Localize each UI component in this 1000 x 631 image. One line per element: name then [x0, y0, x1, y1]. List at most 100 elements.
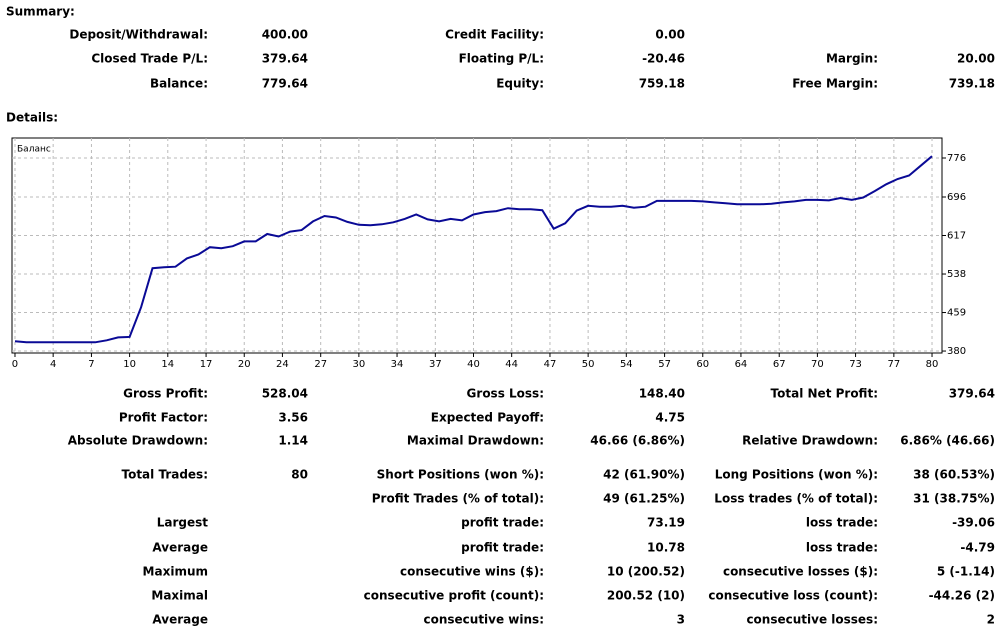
cell-value: 3.56: [278, 411, 308, 425]
cell-value: -4.79: [960, 541, 995, 555]
y-tick-label: 617: [947, 231, 966, 242]
chart-frame: [11, 137, 943, 354]
x-tick-label: 80: [926, 359, 939, 370]
x-tick-label: 0: [12, 359, 18, 370]
cell-label: loss trade:: [806, 516, 878, 530]
cell-value: 10.78: [647, 541, 685, 555]
cell-value: 0.00: [655, 28, 685, 42]
y-tick-label: 538: [947, 269, 966, 280]
cell-label: Equity:: [496, 77, 544, 91]
cell-label: consecutive losses:: [746, 613, 878, 627]
cell-value: 759.18: [639, 77, 685, 91]
cell-value: 400.00: [262, 28, 308, 42]
x-tick-label: 24: [276, 359, 289, 370]
details-title: Details:: [6, 111, 58, 125]
x-tick-label: 17: [200, 359, 213, 370]
cell-label: Expected Payoff:: [431, 411, 544, 425]
cell-label: Maximal: [151, 589, 208, 603]
cell-label: Total Trades:: [121, 468, 208, 482]
cell-value: -44.26 (2): [929, 589, 995, 603]
cell-label: Short Positions (won %):: [377, 468, 544, 482]
cell-label: Credit Facility:: [445, 28, 544, 42]
cell-label: Gross Profit:: [123, 387, 208, 401]
x-tick-label: 50: [582, 359, 595, 370]
x-tick-label: 57: [658, 359, 671, 370]
cell-value: -20.46: [642, 52, 685, 66]
cell-value: 3: [677, 613, 685, 627]
cell-label: Maximum: [143, 565, 208, 579]
x-tick-label: 4: [50, 359, 56, 370]
cell-value: 49 (61.25%): [603, 492, 685, 506]
x-tick-label: 30: [353, 359, 366, 370]
cell-label: Profit Trades (% of total):: [372, 492, 544, 506]
x-tick-label: 47: [544, 359, 557, 370]
cell-label: Relative Drawdown:: [742, 434, 878, 448]
cell-label: Deposit/Withdrawal:: [69, 28, 208, 42]
cell-value: 46.66 (6.86%): [590, 434, 685, 448]
cell-value: 42 (61.90%): [603, 468, 685, 482]
cell-value: 148.40: [639, 387, 685, 401]
balance-line: [14, 155, 933, 344]
cell-label: consecutive wins:: [423, 613, 544, 627]
cell-label: Average: [152, 613, 208, 627]
cell-label: consecutive loss (count):: [708, 589, 878, 603]
x-tick-label: 67: [773, 359, 786, 370]
cell-value: 80: [291, 468, 308, 482]
cell-label: loss trade:: [806, 541, 878, 555]
cell-value: 38 (60.53%): [913, 468, 995, 482]
x-tick-label: 34: [391, 359, 404, 370]
cell-label: consecutive losses ($):: [723, 565, 878, 579]
cell-label: consecutive profit (count):: [364, 589, 544, 603]
cell-value: 528.04: [262, 387, 308, 401]
cell-value: 6.86% (46.66): [900, 434, 995, 448]
cell-label: Average: [152, 541, 208, 555]
y-tick-label: 696: [947, 192, 966, 203]
x-tick-label: 73: [849, 359, 862, 370]
cell-label: Profit Factor:: [119, 411, 208, 425]
cell-label: Total Net Profit:: [771, 387, 878, 401]
cell-label: Gross Loss:: [467, 387, 544, 401]
cell-label: Maximal Drawdown:: [407, 434, 544, 448]
cell-value: -39.06: [952, 516, 995, 530]
x-tick-label: 27: [314, 359, 327, 370]
y-tick-label: 459: [947, 308, 966, 319]
chart-title: Баланс: [17, 145, 51, 155]
cell-value: 379.64: [262, 52, 308, 66]
summary-title: Summary:: [6, 5, 75, 19]
cell-label: Floating P/L:: [459, 52, 544, 66]
cell-label: Free Margin:: [792, 77, 878, 91]
cell-label: Absolute Drawdown:: [68, 434, 208, 448]
cell-value: 379.64: [949, 387, 995, 401]
cell-label: Margin:: [826, 52, 878, 66]
cell-value: 2: [987, 613, 995, 627]
cell-value: 31 (38.75%): [913, 492, 995, 506]
cell-value: 10 (200.52): [607, 565, 685, 579]
x-tick-label: 44: [505, 359, 518, 370]
x-tick-label: 10: [123, 359, 136, 370]
x-tick-label: 20: [238, 359, 251, 370]
x-tick-label: 37: [429, 359, 442, 370]
cell-value: 200.52 (10): [607, 589, 685, 603]
cell-value: 4.75: [655, 411, 685, 425]
x-tick-label: 60: [696, 359, 709, 370]
x-tick-label: 64: [735, 359, 748, 370]
cell-value: 5 (-1.14): [937, 565, 995, 579]
cell-value: 20.00: [957, 52, 995, 66]
cell-value: 739.18: [949, 77, 995, 91]
x-tick-label: 70: [811, 359, 824, 370]
cell-label: Long Positions (won %):: [715, 468, 878, 482]
cell-label: profit trade:: [461, 516, 544, 530]
cell-value: 1.14: [278, 434, 308, 448]
x-tick-label: 40: [467, 359, 480, 370]
x-tick-label: 14: [161, 359, 174, 370]
cell-value: 779.64: [262, 77, 308, 91]
cell-label: profit trade:: [461, 541, 544, 555]
y-tick-label: 776: [947, 153, 966, 164]
cell-label: Closed Trade P/L:: [91, 52, 208, 66]
cell-value: 73.19: [647, 516, 685, 530]
y-tick-label: 380: [947, 346, 966, 357]
x-tick-label: 54: [620, 359, 633, 370]
cell-label: Largest: [157, 516, 209, 530]
